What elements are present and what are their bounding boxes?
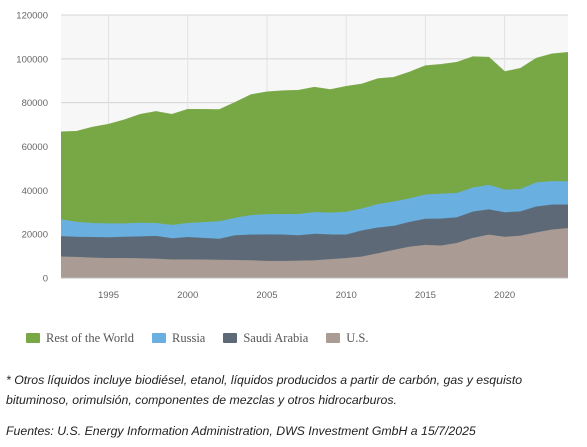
y-tick-label-100000: 100000	[16, 54, 48, 65]
legend-label-rest-of-the-world: Rest of the World	[46, 330, 134, 345]
legend-label-u-s: U.S.	[346, 330, 369, 345]
legend-item-u-s: U.S.	[326, 330, 369, 346]
line-rest-of-the-world	[60, 52, 569, 133]
x-tick-label-2005: 2005	[256, 290, 277, 301]
legend-item-rest-of-the-world: Rest of the World	[26, 331, 134, 346]
y-tick-label-80000: 80000	[22, 98, 48, 109]
x-tick-label-2015: 2015	[415, 290, 436, 301]
line-u-s	[60, 227, 569, 263]
x-tick-label-2020: 2020	[494, 290, 515, 301]
line-saudi-arabia	[60, 204, 568, 241]
footnote: * Otros líquidos incluye biodiésel, etan…	[6, 373, 523, 407]
x-tick-label-1995: 1995	[98, 290, 119, 301]
y-tick-label-0: 0	[43, 274, 48, 285]
x-tick-label-2010: 2010	[336, 290, 357, 301]
legend-swatch-saudi-arabia	[223, 333, 238, 343]
legend-item-russia: Russia	[152, 331, 205, 346]
line-russia	[60, 181, 569, 227]
y-tick-label-120000: 120000	[16, 11, 48, 22]
y-tick-label-40000: 40000	[22, 186, 48, 197]
legend-swatch-russia	[152, 333, 166, 343]
area-rest-of-the-world	[61, 52, 568, 226]
area-russia	[61, 181, 568, 240]
y-tick-label-60000: 60000	[22, 142, 48, 153]
legend-swatch-u-s	[326, 333, 341, 343]
chart-legend: Rest of the World Russia Saudi Arabia U.S.	[26, 329, 586, 347]
chart-svg: 0 20000 40000 60000 80000 100000 120000 1995 200…	[16, 11, 569, 301]
legend-swatch-rest-of-the-world	[26, 333, 40, 343]
legend-item-saudi-arabia: Saudi Arabia	[223, 331, 308, 346]
source-note: Fuentes: U.S. Energy Information Adminis…	[6, 424, 476, 438]
y-tick-label-20000: 20000	[22, 230, 48, 241]
legend-label-russia: Russia	[172, 330, 206, 345]
x-tick-label-2000: 2000	[177, 290, 198, 301]
area-u-s	[61, 228, 568, 278]
legend-label-saudi-arabia: Saudi Arabia	[243, 330, 309, 345]
stacked-area-chart: 0 20000 40000 60000 80000 100000 120000 1995 200…	[16, 11, 569, 301]
